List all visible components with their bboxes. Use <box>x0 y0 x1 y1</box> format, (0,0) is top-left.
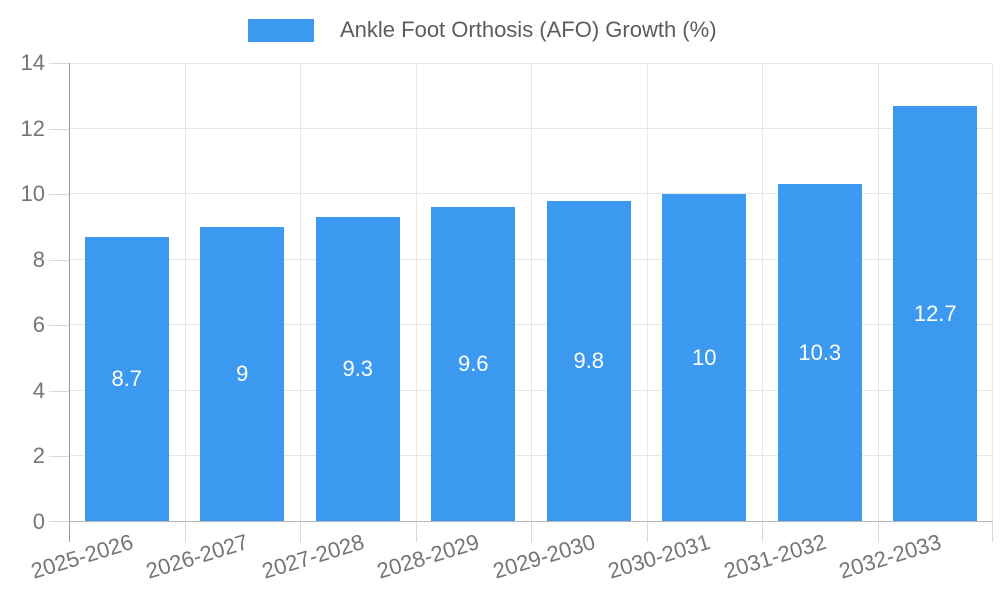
bar[interactable]: 9.3 <box>315 217 400 521</box>
bar-value-label: 10.3 <box>798 339 842 365</box>
bar[interactable]: 10 <box>662 194 747 521</box>
y-axis-label: 4 <box>32 377 45 403</box>
x-axis-tick <box>647 522 648 542</box>
y-axis-tick <box>49 456 69 458</box>
bar[interactable]: 9 <box>200 227 285 521</box>
y-axis-label: 0 <box>32 509 45 534</box>
y-axis-tick <box>49 259 69 261</box>
bar-value-label: 10 <box>692 344 717 370</box>
plot-area: 0 2 4 6 8 10 12 14 8.7 9 9.3 9.6 9.8 10 10.3 12.7 2025-2… <box>21 51 993 584</box>
y-axis-line <box>69 63 70 542</box>
v-gridline <box>416 63 417 522</box>
y-axis-tick <box>49 521 69 522</box>
legend[interactable]: Ankle Foot Orthosis (AFO) Growth (%) <box>248 17 717 43</box>
bar[interactable]: 9.6 <box>431 207 516 521</box>
v-gridline <box>647 63 648 522</box>
y-axis-label: 12 <box>20 115 45 141</box>
y-axis-label: 10 <box>20 181 45 207</box>
bar[interactable]: 9.8 <box>546 201 631 521</box>
bar-value-label: 9.3 <box>342 356 374 381</box>
y-axis-tick <box>49 128 69 130</box>
v-gridline <box>300 63 301 522</box>
y-axis-label: 6 <box>32 312 45 338</box>
y-axis-tick <box>49 63 69 64</box>
v-gridline <box>878 63 879 522</box>
y-axis-label: 8 <box>32 246 45 272</box>
bar[interactable]: 8.7 <box>84 237 169 521</box>
bar-value-label: 12.7 <box>913 300 957 326</box>
bar[interactable]: 10.3 <box>777 184 862 521</box>
x-axis-tick <box>416 522 417 542</box>
y-axis-label: 14 <box>20 50 45 75</box>
v-gridline <box>185 63 186 522</box>
bar-value-label: 8.7 <box>111 366 143 391</box>
x-axis-tick <box>878 522 879 542</box>
bar-value-label: 9.8 <box>573 348 605 373</box>
v-gridline <box>992 63 993 522</box>
x-axis-tick <box>185 522 186 542</box>
v-gridline <box>531 63 532 522</box>
x-axis-tick <box>992 522 993 542</box>
legend-label: Ankle Foot Orthosis (AFO) Growth (%) <box>340 17 717 42</box>
bar[interactable]: 12.7 <box>893 106 978 521</box>
x-axis-tick <box>300 522 301 542</box>
x-axis-tick <box>531 522 532 542</box>
x-axis-tick <box>762 522 763 542</box>
bar-value-label: 9.6 <box>457 351 489 376</box>
bar-value-label: 9 <box>236 361 249 386</box>
y-axis-label: 2 <box>32 443 45 469</box>
y-axis-tick <box>49 390 69 392</box>
y-axis-tick <box>49 194 69 196</box>
y-axis-tick <box>49 325 69 327</box>
x-axis-baseline <box>69 521 993 522</box>
v-gridline <box>762 63 763 522</box>
legend-swatch <box>248 19 314 42</box>
